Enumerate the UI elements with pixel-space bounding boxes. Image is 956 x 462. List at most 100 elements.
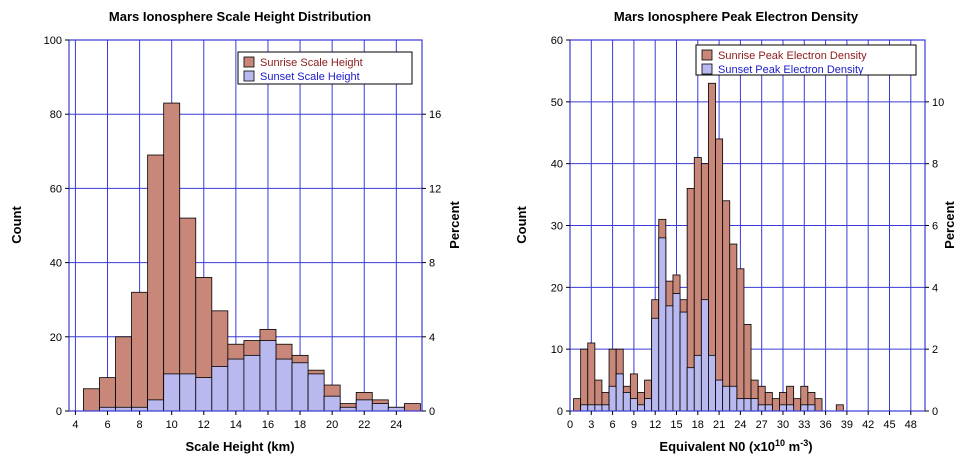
y-tick-label: 20 [551, 282, 563, 294]
y2-axis-title: Percent [942, 200, 956, 248]
y-axis-title: Count [514, 206, 529, 244]
bar-sunset [163, 373, 181, 412]
bar-sunset [800, 404, 809, 412]
bar-sunrise [722, 200, 731, 412]
bar-sunset [243, 354, 261, 412]
x-tick-label: 42 [862, 419, 874, 431]
bar-sunrise [736, 268, 745, 412]
bar-sunrise [743, 324, 752, 412]
y-tick-label: 40 [50, 258, 62, 270]
y2-tick-label: 0 [932, 406, 938, 418]
bar-sunset [355, 399, 373, 412]
bar-sunset [665, 305, 674, 412]
bar-sunset [580, 404, 589, 412]
bar-sunset [651, 317, 660, 412]
chart-title: Mars Ionosphere Scale Height Distributio… [109, 9, 371, 24]
x-tick-label: 24 [734, 419, 746, 431]
bars [573, 82, 844, 412]
x-tick-label: 12 [649, 419, 661, 431]
bar-sunrise [835, 404, 844, 412]
x-axis-title: Equivalent N0 (x1010 m-3) [659, 438, 812, 454]
scale-height-panel: Mars Ionosphere Scale Height Distributio… [0, 0, 478, 457]
y-tick-label: 50 [551, 97, 563, 109]
bar-sunset [371, 403, 389, 412]
x-tick-label: 45 [883, 419, 895, 431]
y-tick-label: 80 [50, 109, 62, 121]
bar-sunset [179, 373, 197, 412]
bar-sunrise [115, 336, 132, 412]
bar-sunset [736, 398, 745, 412]
legend: Sunrise Peak Electron Density Sunset Peak… [695, 44, 917, 76]
y-tick-label: 0 [557, 406, 563, 418]
y2-tick-label: 4 [429, 332, 435, 344]
bar-sunset [147, 399, 165, 412]
legend-box [695, 44, 917, 76]
bar-sunset [693, 354, 702, 412]
x-tick-label: 48 [905, 419, 917, 431]
chart-title: Mars Ionosphere Peak Electron Density [614, 9, 859, 24]
bar-sunset [275, 358, 293, 412]
bar-sunset [323, 395, 341, 412]
x-axis-title-exp2: -3 [800, 438, 808, 448]
y-tick-label: 20 [50, 332, 62, 344]
bar-sunrise [403, 403, 421, 412]
bar-sunset [644, 398, 653, 412]
x-tick-label: 30 [777, 419, 789, 431]
y-tick-label: 40 [551, 159, 563, 171]
y2-tick-label: 0 [429, 406, 435, 418]
bar-sunset [764, 404, 773, 412]
x-tick-label: 24 [390, 419, 402, 431]
y2-tick-label: 16 [429, 109, 441, 121]
x-axis-title-main: Equivalent N0 (x10 [659, 439, 775, 454]
electron-density-panel: Mars Ionosphere Peak Electron Density Eq… [478, 0, 956, 457]
bar-sunset [729, 385, 738, 412]
bar-sunrise [99, 377, 116, 412]
y-tick-label: 10 [551, 344, 563, 356]
y2-tick-label: 8 [429, 258, 435, 270]
bar-sunset [622, 392, 631, 412]
bar-sunset [615, 373, 624, 412]
bar-sunrise [573, 398, 582, 412]
x-axis-title-end: ) [808, 439, 812, 454]
bar-sunset [307, 373, 325, 412]
x-tick-label: 14 [230, 419, 242, 431]
bar-sunset [722, 385, 731, 412]
x-tick-label: 18 [294, 419, 306, 431]
x-tick-label: 39 [841, 419, 853, 431]
y2-tick-label: 4 [932, 282, 938, 294]
bar-sunrise [147, 154, 165, 412]
bar-sunset [629, 398, 638, 412]
bar-sunset [195, 377, 213, 412]
electron-density-chart: Mars Ionosphere Peak Electron Density Eq… [514, 9, 956, 454]
legend-label-sunrise: Sunrise Peak Electron Density [718, 50, 867, 62]
bar-sunrise [163, 102, 181, 412]
x-axis-title: Scale Height (km) [185, 439, 294, 454]
bar-sunset [211, 366, 229, 412]
bar-sunset [708, 354, 716, 412]
bar-sunset [637, 404, 645, 412]
bar-sunrise [814, 398, 823, 412]
x-tick-label: 18 [692, 419, 704, 431]
bar-sunrise [131, 291, 149, 412]
y-tick-label: 0 [56, 406, 62, 418]
y-tick-label: 60 [551, 35, 563, 47]
legend-swatch [701, 63, 713, 75]
x-tick-label: 10 [166, 419, 178, 431]
y2-tick-label: 2 [932, 344, 938, 356]
legend-box [237, 51, 413, 85]
plot-frame [68, 39, 423, 412]
y-tick-label: 100 [44, 35, 62, 47]
bar-sunset [291, 362, 309, 412]
x-tick-label: 12 [198, 419, 210, 431]
y2-tick-label: 10 [932, 97, 944, 109]
bar-sunset [786, 404, 795, 412]
bar-sunset [750, 398, 759, 412]
bar-sunset [259, 340, 277, 412]
bar-sunset [807, 404, 816, 412]
x-tick-label: 9 [631, 419, 637, 431]
y2-tick-label: 8 [932, 159, 938, 171]
bar-sunrise [587, 342, 596, 412]
bar-sunset [658, 237, 667, 412]
legend-label-sunrise: Sunrise Scale Height [260, 57, 363, 69]
bar-sunrise [793, 398, 802, 412]
